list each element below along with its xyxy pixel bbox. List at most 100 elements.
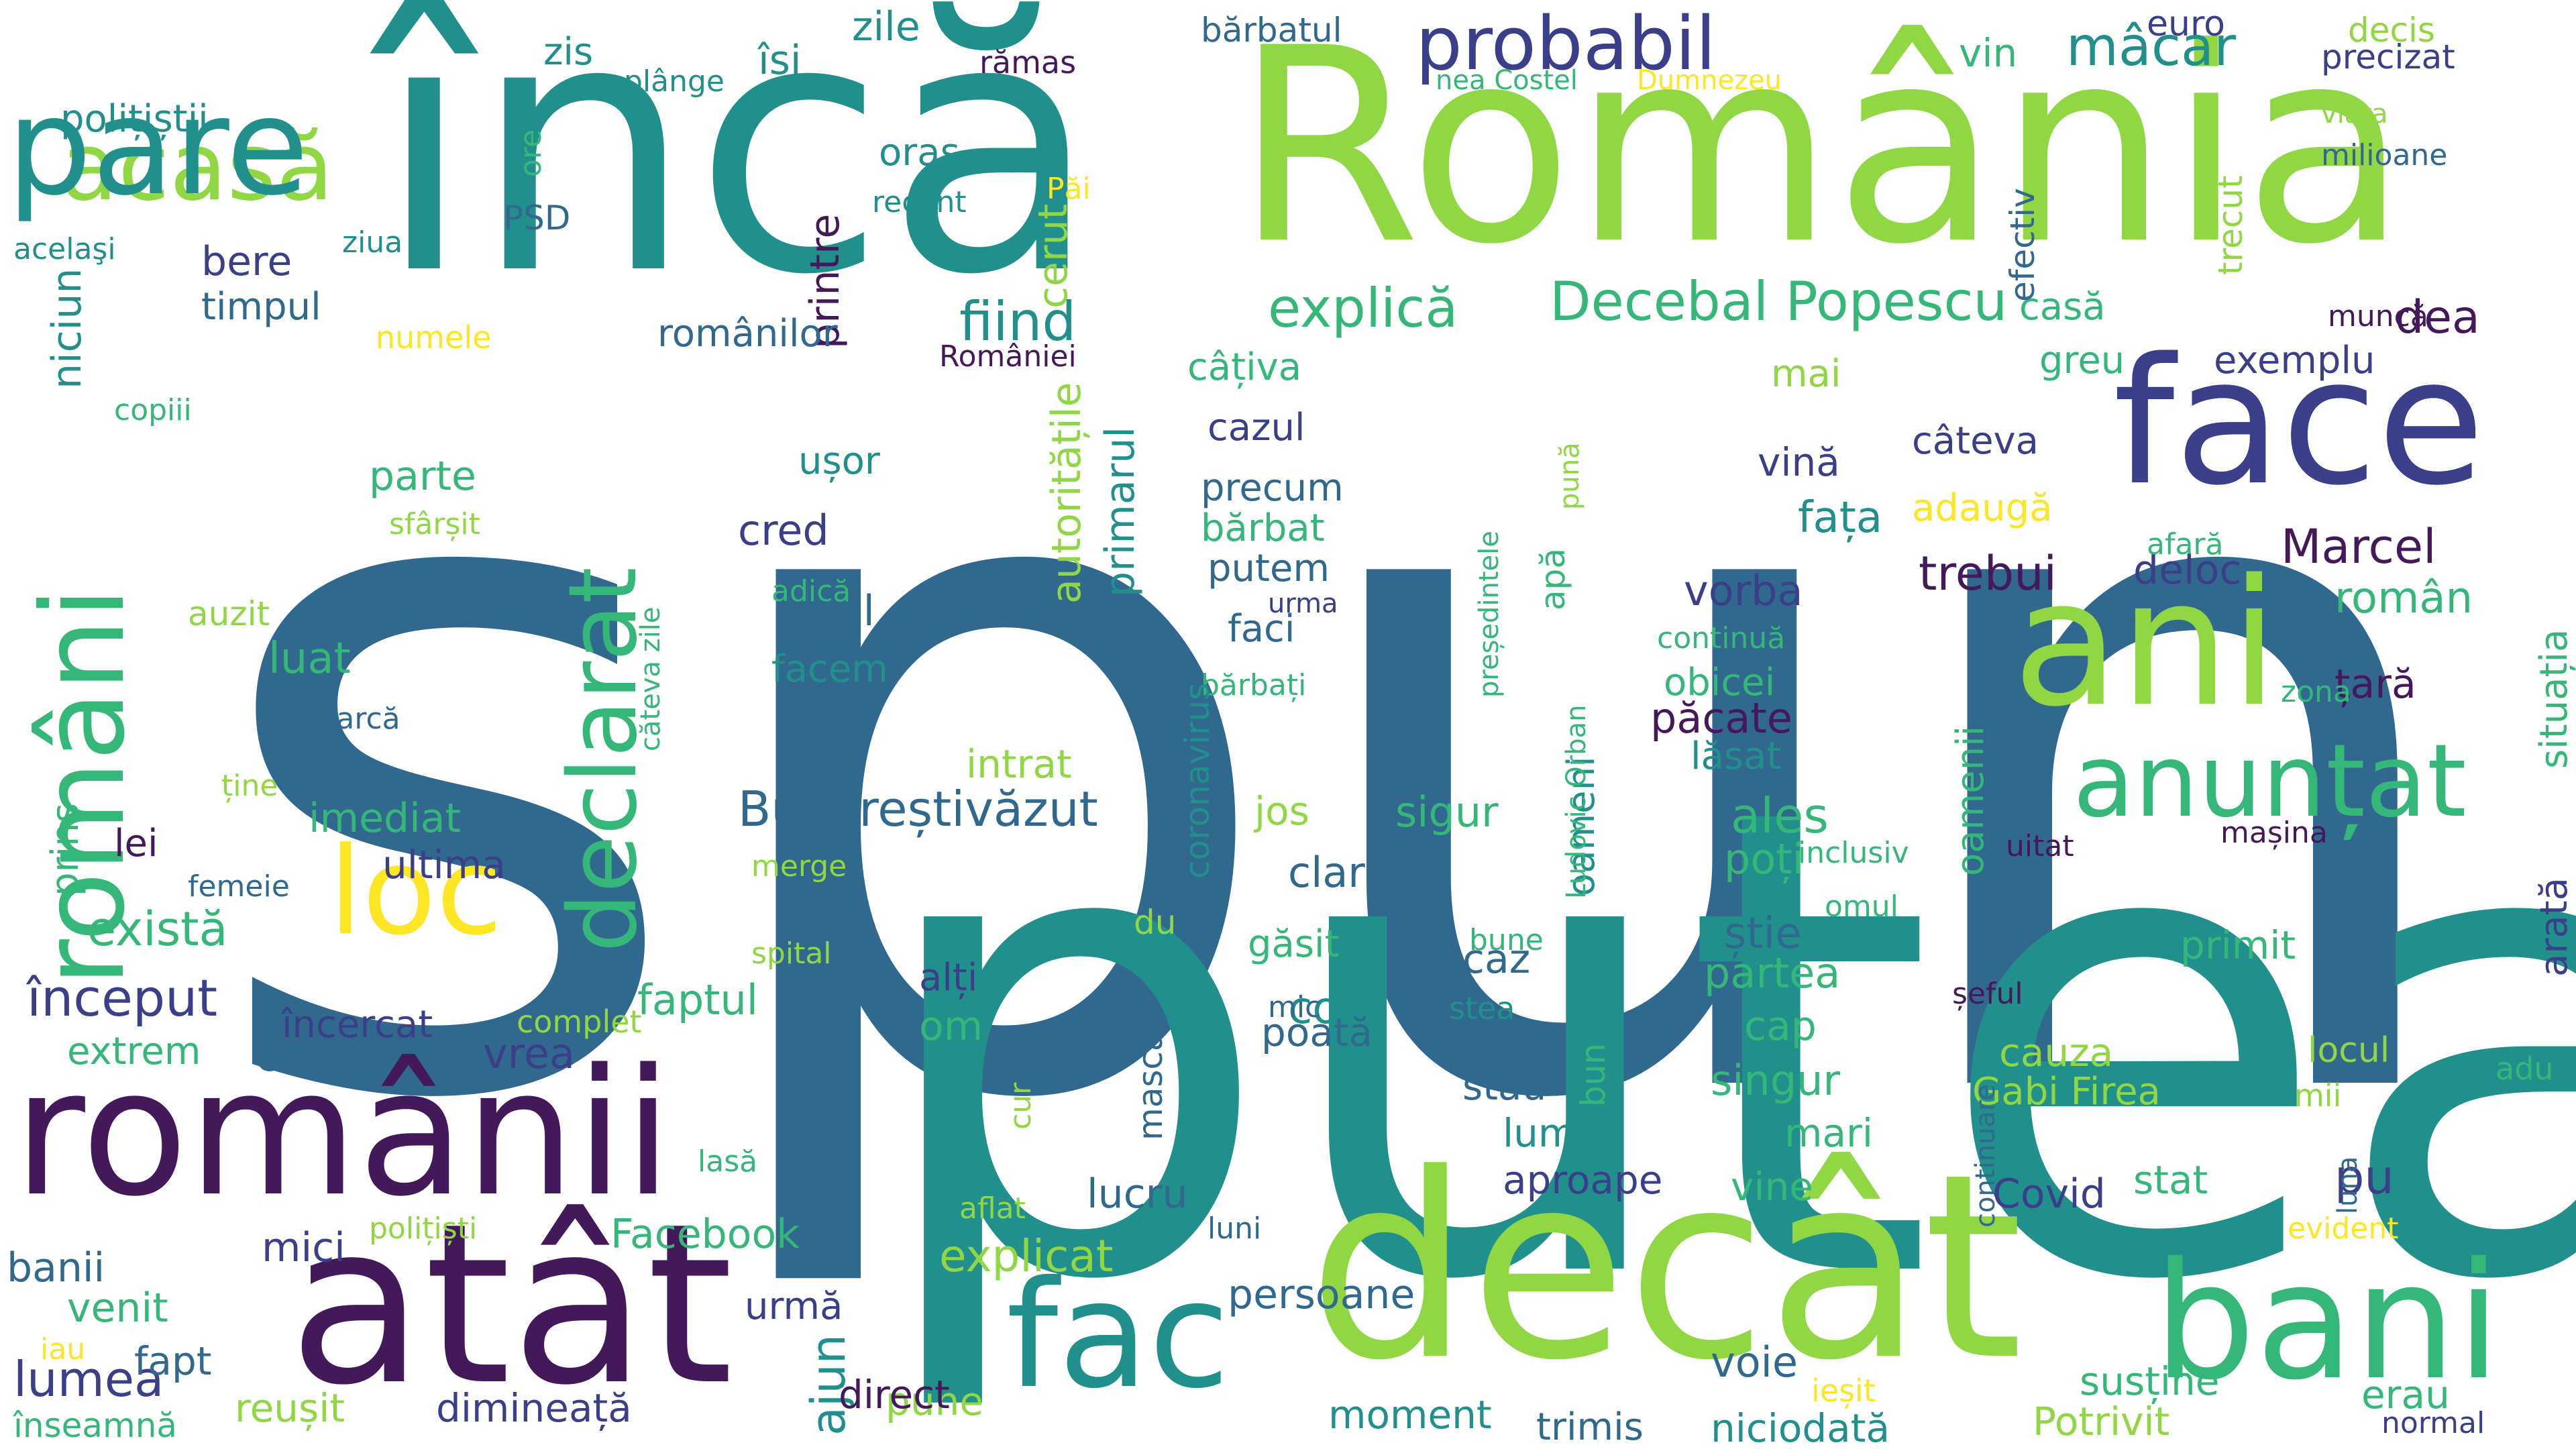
- word-știe: știe: [1724, 909, 1802, 959]
- word-prins: prins: [44, 803, 87, 896]
- word-erau: erau: [2361, 1372, 2450, 1417]
- word-coronavirus: coronavirus: [1178, 682, 1217, 879]
- word-efectiv: efectiv: [2003, 188, 2042, 302]
- word-complet: complet: [517, 1004, 642, 1040]
- word-putea: putea: [865, 672, 2576, 1421]
- word-facem: facem: [771, 647, 888, 691]
- word-înseamnă: înseamnă: [13, 1406, 178, 1445]
- word-putem: putem: [1208, 547, 1330, 590]
- word-vină: vină: [1758, 439, 1840, 485]
- word-caz: caz: [1462, 936, 1531, 983]
- word-atât: atât: [288, 1176, 734, 1434]
- word-jos: jos: [1254, 788, 1309, 834]
- word-luat: luat: [268, 634, 351, 684]
- word-bărbat: bărbat: [1201, 506, 1325, 550]
- word-trebui: trebui: [1919, 546, 2057, 601]
- word-iau: iau: [40, 1332, 86, 1366]
- word-niciun: niciun: [44, 268, 91, 389]
- word-bani: bani: [2153, 1228, 2502, 1415]
- word-pare: pare: [7, 69, 309, 225]
- word-oamenii: oamenii: [1949, 725, 1992, 876]
- word-vine: vine: [1731, 1164, 1813, 1210]
- word-sigur: sigur: [1395, 788, 1499, 837]
- word-ales: ales: [1731, 788, 1829, 844]
- word-bărbatul: bărbatul: [1201, 11, 1342, 50]
- word-stau: stau: [1462, 1063, 1547, 1109]
- word-numele: numele: [376, 319, 492, 356]
- word-recent: recent: [872, 185, 967, 219]
- word-bune: bune: [1469, 923, 1544, 957]
- word-încercat: încercat: [282, 1003, 433, 1046]
- word-trimis: trimis: [1536, 1405, 1644, 1449]
- word-partea: partea: [1704, 949, 1841, 998]
- word-voie: voie: [1711, 1338, 1798, 1387]
- word-gabi-firea: Gabi Firea: [1972, 1070, 2161, 1114]
- word-continuă: continuă: [1657, 621, 1786, 655]
- word-cazul: cazul: [1208, 406, 1305, 449]
- word-stea: stea: [1449, 990, 1515, 1026]
- word-cap: cap: [1744, 1003, 1817, 1050]
- word-poată: poată: [1261, 1010, 1373, 1055]
- word-precizat: precizat: [2321, 38, 2455, 76]
- word-polițiști: polițiști: [369, 1212, 478, 1246]
- word-bere: bere: [201, 238, 292, 285]
- word-persoane: persoane: [1228, 1271, 1415, 1318]
- word-președintele: președintele: [1474, 531, 1505, 698]
- word-milioane: milioane: [2321, 138, 2448, 172]
- word-copiii: copiii: [114, 393, 192, 427]
- word-poți: poți: [1724, 835, 1804, 883]
- word-câțiva: câțiva: [1187, 345, 1302, 389]
- word-ușor: ușor: [798, 439, 880, 483]
- word-facebook: Facebook: [610, 1211, 800, 1258]
- word-pună: pună: [1554, 442, 1585, 510]
- word-român: român: [2334, 574, 2473, 623]
- word-ține: ține: [221, 769, 278, 803]
- word-mâcar: mâcar: [2066, 15, 2236, 78]
- word-orban: Orban: [255, 1036, 371, 1080]
- word-își: își: [758, 37, 802, 84]
- word-cost: cost: [1288, 982, 1380, 1034]
- word-decebal-popescu: Decebal Popescu: [1550, 270, 2008, 333]
- word-decât: decât: [1308, 1119, 2023, 1416]
- word-niciodată: niciodată: [1711, 1405, 1890, 1449]
- word-explică: explică: [1268, 277, 1458, 339]
- word-singur: singur: [1711, 1056, 1840, 1105]
- word-fața: fața: [1798, 493, 1883, 543]
- word-merge: merge: [751, 849, 847, 883]
- word-anunțat: anunțat: [2073, 723, 2467, 840]
- word-rămas: rămas: [979, 44, 1077, 80]
- word-încă: încă: [376, 0, 1099, 351]
- word-cerut: cerut: [1030, 203, 1077, 309]
- word-început: început: [27, 968, 218, 1028]
- word-ultima: ultima: [382, 842, 506, 888]
- word-mai: mai: [1771, 352, 1841, 396]
- word-exemplu: exemplu: [2214, 339, 2375, 382]
- word-greu: greu: [2039, 339, 2125, 382]
- word-lumea: lumea: [13, 1351, 164, 1407]
- word-mască: mască: [1131, 1030, 1170, 1140]
- word-fapt: fapt: [134, 1338, 212, 1384]
- word-casă: casă: [2019, 285, 2106, 329]
- word-parte: parte: [369, 453, 476, 500]
- word-ieșit: ieșit: [1811, 1373, 1876, 1409]
- word-găsit: găsit: [1248, 922, 1340, 966]
- word-pune: pune: [885, 1379, 984, 1424]
- word-dimineață: dimineață: [436, 1385, 632, 1431]
- word-românilor: românilor: [657, 312, 838, 356]
- word-mari: mari: [1784, 1110, 1874, 1156]
- word-ludovic-orban: Ludovic Orban: [1561, 704, 1592, 899]
- word-loc: loc: [329, 822, 503, 962]
- word-ziua: ziua: [342, 225, 403, 260]
- word-anul: anul: [785, 586, 875, 635]
- word-primarul: primarul: [1097, 426, 1144, 597]
- word-situația: situația: [2532, 629, 2576, 769]
- word-potrivit: Potrivit: [2033, 1399, 2170, 1444]
- word-câteva: câteva: [1912, 419, 2039, 463]
- word-lasă: lasă: [698, 1144, 758, 1179]
- word-nea-costel: nea Costel: [1436, 65, 1578, 96]
- word-mic: mic: [1268, 990, 1322, 1024]
- word-precum: precum: [1201, 466, 1344, 510]
- word-aflat: aflat: [959, 1191, 1026, 1226]
- word-aproape: aproape: [1503, 1157, 1663, 1203]
- word-trecut: trecut: [2211, 175, 2250, 275]
